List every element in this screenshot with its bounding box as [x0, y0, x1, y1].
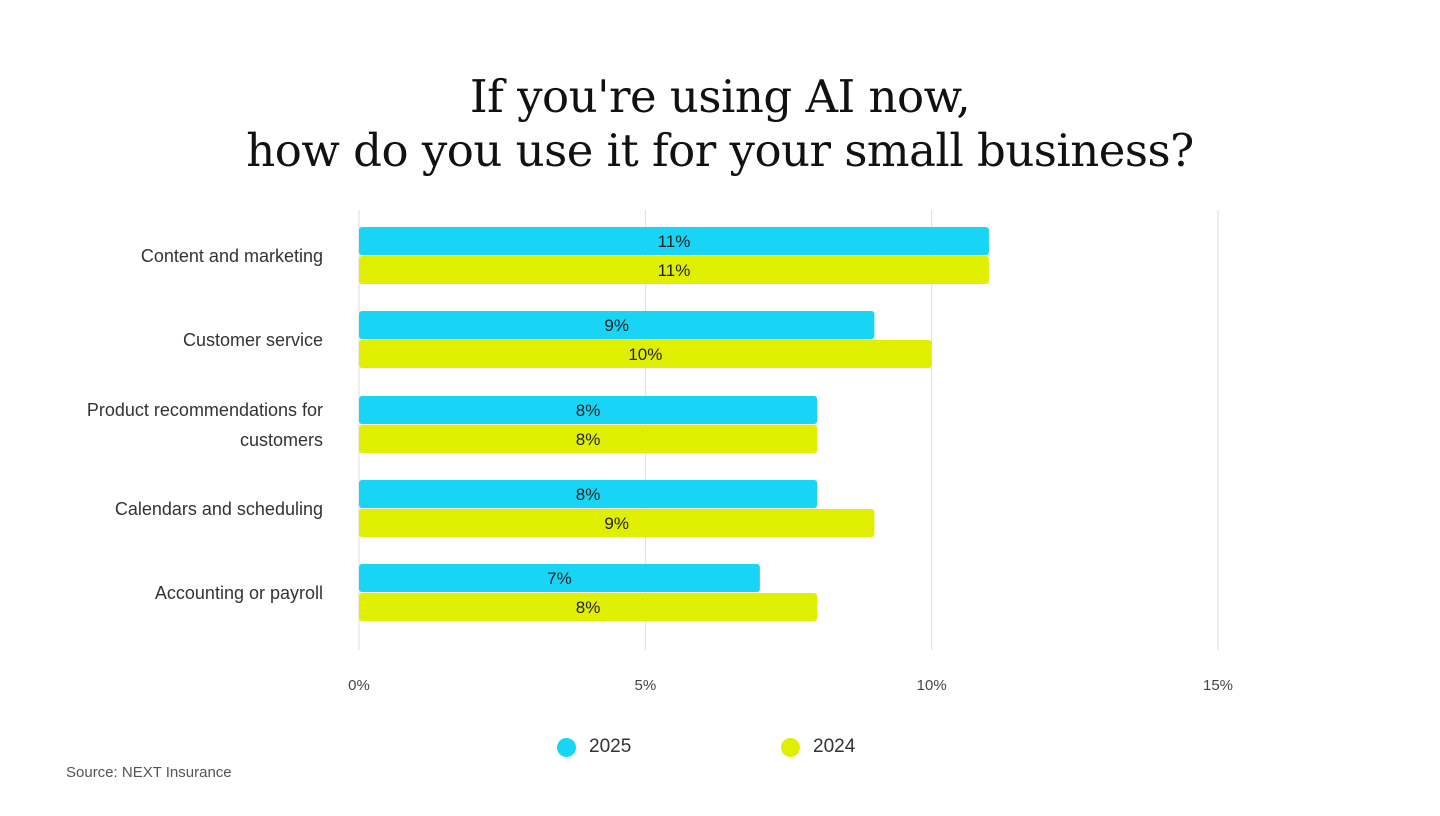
category-label-line: Content and marketing: [140, 245, 323, 266]
data-label: 11%: [658, 232, 691, 251]
legend-label-2025: 2025: [589, 736, 632, 757]
category-label: Product recommendations for customers: [3, 395, 323, 455]
x-tick-label: 10%: [917, 677, 947, 694]
legend-label-2024: 2024: [813, 736, 856, 757]
x-tick-label: 5%: [634, 677, 656, 694]
data-label: 9%: [604, 316, 629, 335]
bar-2024-0: [359, 256, 989, 284]
bar-2024-4: [359, 593, 818, 621]
legend-swatch-2024: [781, 737, 800, 757]
data-label: 8%: [576, 485, 601, 504]
bar-2025-3: [359, 480, 818, 508]
legend-item-2025: 2025: [557, 736, 631, 758]
category-label-line: Calendars and scheduling: [114, 498, 323, 519]
legend-item-2024: 2024: [781, 736, 855, 758]
bar-2025-2: [359, 396, 818, 424]
x-tick-label: 15%: [1203, 677, 1233, 694]
chart-title: If you're using AI now, how do you use i…: [0, 70, 1440, 178]
data-label: 9%: [604, 514, 629, 533]
data-label: 8%: [576, 598, 601, 617]
data-label: 8%: [576, 430, 601, 449]
title-line-2: how do you use it for your small busines…: [246, 124, 1194, 177]
category-label: Content and marketing: [3, 241, 323, 271]
data-label: 11%: [658, 261, 691, 280]
category-label-line: customers: [239, 429, 323, 450]
category-label-line: Customer service: [182, 329, 323, 350]
bar-2025-0: [359, 227, 989, 255]
legend: 2025 2024: [0, 736, 1440, 766]
bar-2025-4: [359, 564, 760, 592]
category-label: Accounting or payroll: [3, 578, 323, 608]
bar-2024-3: [359, 509, 875, 537]
data-label: 8%: [576, 401, 601, 420]
bar-2025-1: [359, 311, 875, 339]
bar-2024-1: [359, 340, 932, 368]
category-label: Calendars and scheduling: [3, 494, 323, 524]
category-label-line: Product recommendations for: [86, 399, 323, 420]
data-label: 10%: [628, 345, 662, 364]
category-label: Customer service: [3, 325, 323, 355]
title-line-1: If you're using AI now,: [469, 70, 971, 123]
legend-swatch-2025: [557, 737, 576, 757]
x-tick-label: 0%: [348, 677, 370, 694]
bar-2024-2: [359, 425, 818, 453]
source-note: Source: NEXT Insurance: [66, 764, 232, 781]
data-label: 7%: [547, 569, 572, 588]
category-label-line: Accounting or payroll: [154, 582, 323, 603]
